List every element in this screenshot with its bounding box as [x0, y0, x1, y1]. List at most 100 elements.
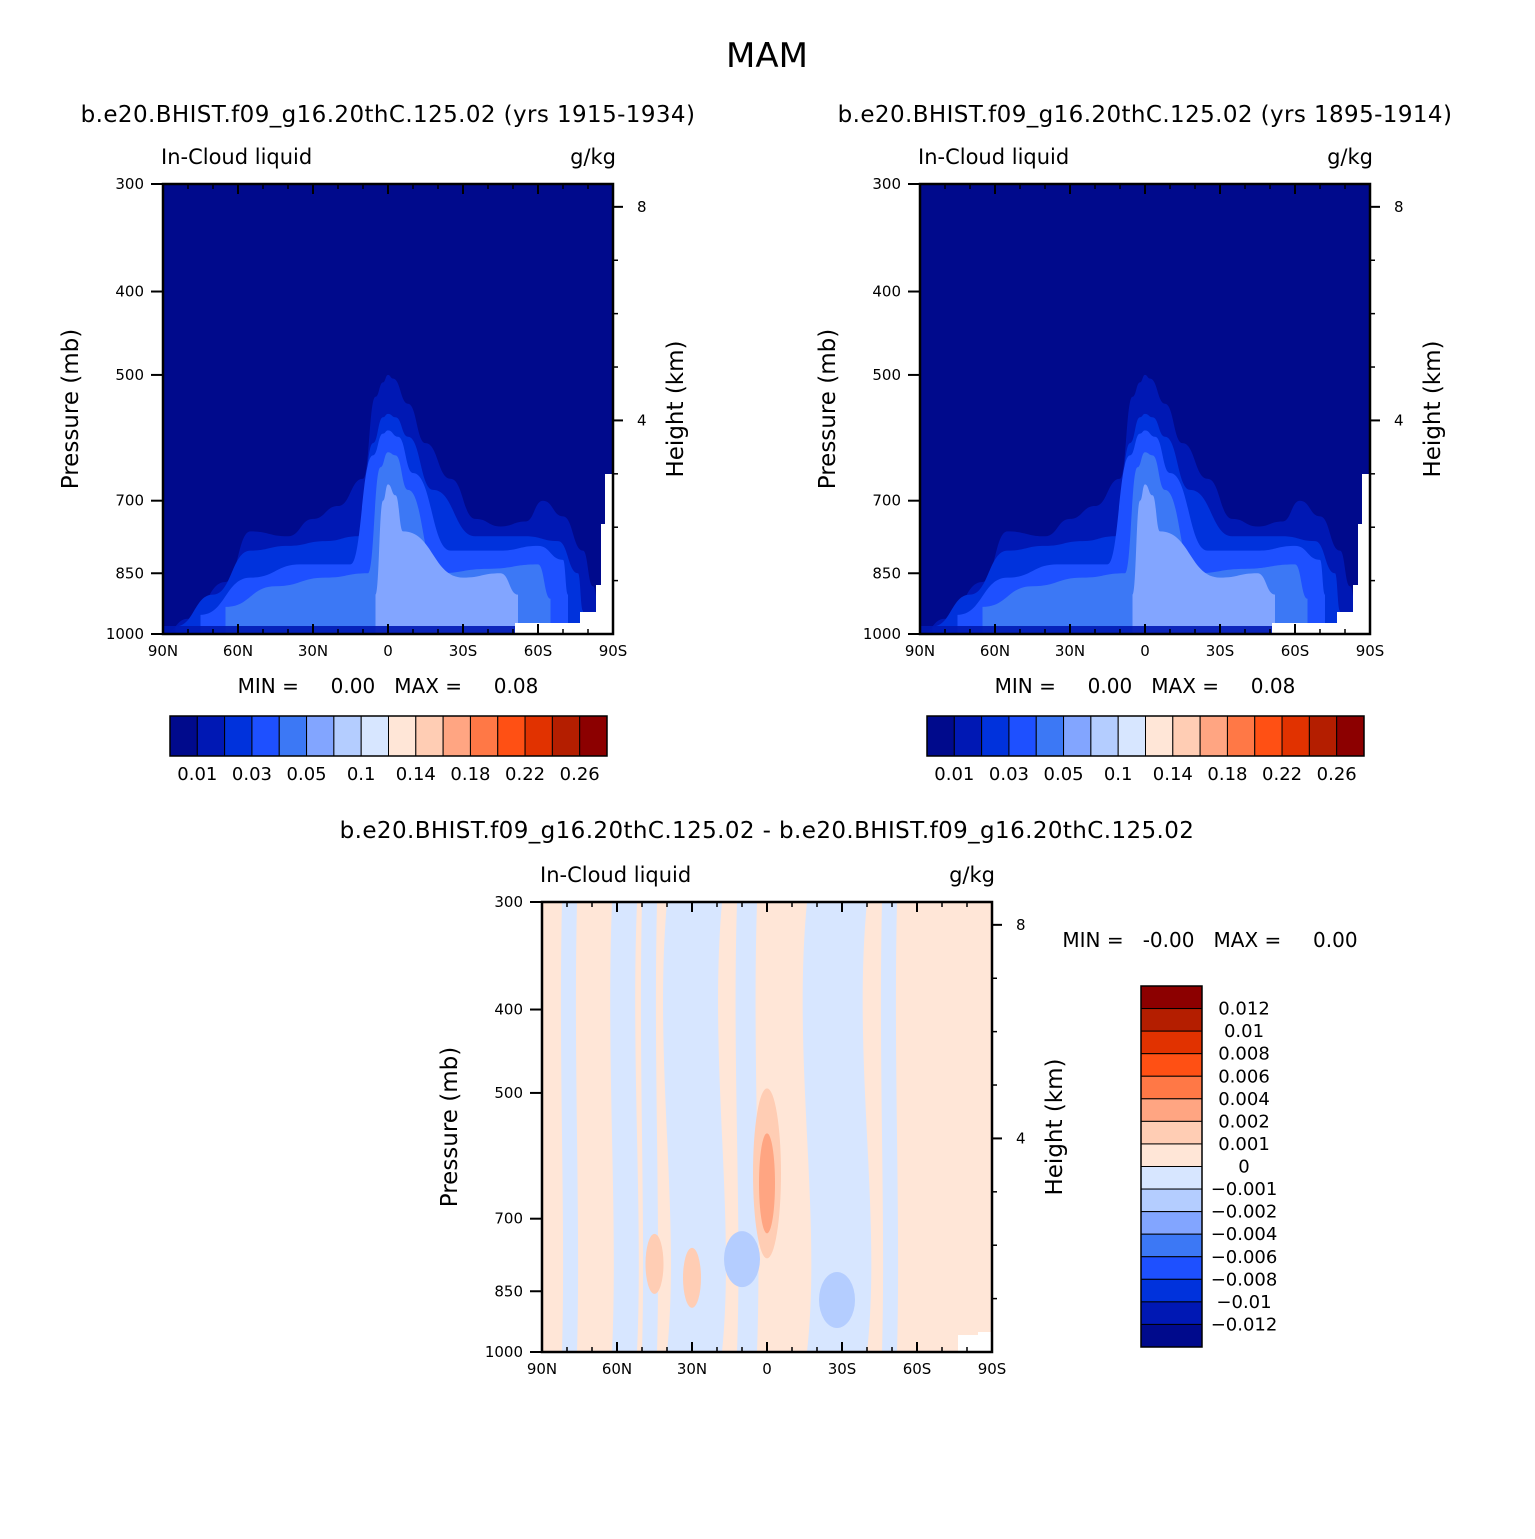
panel-diff-colorbar-box [1140, 1188, 1203, 1213]
panel-a-axes: 90N 60N 30N 0 30S 60S 90S 300 400 500 700 850 1000 8 4 [106, 175, 647, 660]
panel-b-colorbar-label: 0.01 [934, 764, 974, 785]
panel-b-title: b.e20.BHIST.f09_g16.20thC.125.02 (yrs 18… [838, 102, 1453, 128]
panel-b-colorbar-label: 0.03 [989, 764, 1029, 785]
panel-b-x-tick-label: 60N [980, 642, 1010, 660]
panel-diff-x-tick-label: 90N [527, 1360, 557, 1378]
panel-diff-title: b.e20.BHIST.f09_g16.20thC.125.02 - b.e20… [340, 818, 1195, 844]
panel-diff-colorbar-label: 0.01 [1224, 1021, 1264, 1042]
panel-b-y2-tick-label: 8 [1394, 198, 1404, 216]
panel-diff-colorbar-label: −0.006 [1211, 1247, 1278, 1268]
panel-a-colorbar-box [388, 715, 417, 757]
panel-diff-y-tick-label: 700 [494, 1210, 523, 1228]
panel-diff-x-tick-label: 30N [677, 1360, 707, 1378]
panel-a-x-tick-label: 90S [599, 642, 628, 660]
panel-b-axes: 90N 60N 30N 0 30S 60S 90S 300 400 500 700 850 1000 8 4 [863, 175, 1404, 660]
panel-diff-colorbar-label: 0 [1238, 1157, 1249, 1178]
panel-diff-colorbar-frame [1140, 985, 1203, 1348]
panel-b-colorbar-box [1117, 715, 1146, 757]
panel-diff-colorbar-label: 0.002 [1218, 1111, 1270, 1132]
panel-diff-x-tick-label: 60S [903, 1360, 932, 1378]
panel-diff-colorbar: 0.0120.010.0080.0060.0040.0020.0010−0.00… [1140, 985, 1278, 1348]
panel-diff-colorbar-box [1140, 1166, 1203, 1190]
panel-a-colorbar-box [442, 715, 471, 757]
panel-a-colorbar-box [196, 715, 226, 757]
panel-diff-y2-tick-label: 4 [1016, 1129, 1026, 1147]
panel-diff-missing-data [958, 1332, 992, 1352]
panel-b-colorbar-box [1308, 715, 1338, 757]
panel-b-colorbar-label: 0.1 [1104, 764, 1133, 785]
panel-diff-colorbar-label: −0.01 [1216, 1292, 1271, 1313]
panel-b: b.e20.BHIST.f09_g16.20thC.125.02 (yrs 18… [815, 102, 1452, 785]
panel-diff-y-tick-label: 1000 [485, 1343, 523, 1361]
panel-a-y-tick-label: 1000 [106, 625, 144, 643]
panel-a-colorbar-box [551, 715, 581, 757]
panel-diff-colorbar-box [1140, 1075, 1203, 1100]
panel-b-colorbar-label: 0.22 [1262, 764, 1302, 785]
panel-b-colorbar-box [1172, 715, 1201, 757]
panel-diff-negative-region [610, 902, 639, 1352]
panel-a-colorbar-box [469, 715, 499, 757]
panel-a-colorbar-box [360, 715, 389, 757]
panel-b-x-tick-label: 0 [1140, 642, 1150, 660]
panel-b-colorbar-box [1199, 715, 1228, 757]
panel-diff-negative-region [560, 902, 579, 1352]
panel-diff-negative-region [880, 902, 899, 1352]
panel-diff-contours [560, 902, 899, 1352]
panel-a-colorbar-label: 0.18 [450, 764, 490, 785]
panel-a-x-tick-label: 60S [524, 642, 553, 660]
panel-b-y-axis-label: Pressure (mb) [815, 329, 841, 489]
panel-b-colorbar-label: 0.14 [1153, 764, 1193, 785]
panel-b-colorbar-box [981, 715, 1010, 757]
panel-diff-colorbar-label: −0.002 [1211, 1202, 1278, 1223]
panel-a-colorbar-box [251, 715, 280, 757]
panel-b-colorbar-box [1254, 715, 1283, 757]
panel-b-colorbar-box [1226, 715, 1256, 757]
panel-a-colorbar-label: 0.1 [347, 764, 376, 785]
panel-diff-colorbar-box [1140, 1143, 1203, 1167]
panel-b-y2-tick-label: 4 [1394, 411, 1404, 429]
figure-title: MAM [726, 36, 808, 76]
panel-a-colorbar-box [524, 715, 553, 757]
panel-b-min-max: MIN = 0.00 MAX = 0.08 [995, 674, 1296, 698]
panel-a-y2-axis-label: Height (km) [663, 340, 689, 477]
panel-b-y-tick-label: 400 [872, 283, 901, 301]
panel-a-plot-area [163, 184, 613, 634]
panel-b-colorbar-label: 0.26 [1317, 764, 1357, 785]
panel-a-y2-tick-label: 4 [637, 411, 647, 429]
panel-b-x-tick-label: 30N [1055, 642, 1085, 660]
panel-b-units-label: g/kg [1327, 145, 1373, 169]
panel-a-colorbar-frame [169, 715, 608, 757]
panel-b-colorbar-box [1090, 715, 1119, 757]
panel-diff-units-label: g/kg [949, 863, 995, 887]
panel-b-y-tick-label: 850 [872, 564, 901, 582]
panel-b-plot-area [920, 184, 1370, 634]
panel-diff-negative-minimum [819, 1271, 855, 1328]
panel-diff-colorbar-box [1140, 1008, 1203, 1032]
panel-a-colorbar-label: 0.03 [232, 764, 272, 785]
panel-diff-y-tick-label: 300 [494, 893, 523, 911]
panel-diff-min-max: MIN = -0.00 MAX = 0.00 [1062, 928, 1357, 952]
panel-a-y-tick-label: 850 [115, 564, 144, 582]
panel-b-contour-0_08 [1132, 484, 1275, 634]
panel-b-colorbar-box [1008, 715, 1037, 757]
panel-b-colorbar-box [1145, 715, 1174, 757]
panel-diff-colorbar-box [1140, 1233, 1203, 1258]
panel-a-colorbar-box [224, 715, 253, 757]
panel-b-colorbar-frame [926, 715, 1365, 757]
panel-diff: b.e20.BHIST.f09_g16.20thC.125.02 - b.e20… [340, 818, 1358, 1378]
panel-b-missing-data [1272, 474, 1370, 634]
panel-diff-positive-maximum [683, 1247, 701, 1308]
panel-a-left-label: In-Cloud liquid [161, 145, 312, 169]
panel-b-colorbar-box [953, 715, 983, 757]
panel-diff-negative-region [663, 902, 726, 1352]
panel-a-colorbar-box [169, 715, 198, 757]
panel-a-colorbar-box [333, 715, 362, 757]
panel-a-colorbar-box [415, 715, 444, 757]
panel-diff-colorbar-box [1140, 1301, 1203, 1325]
panel-a-y-tick-label: 500 [115, 366, 144, 384]
panel-diff-colorbar-box [1140, 985, 1203, 1010]
panel-diff-y-tick-label: 500 [494, 1084, 523, 1102]
panel-diff-negative-region [802, 902, 872, 1352]
panel-b-colorbar-label: 0.18 [1207, 764, 1247, 785]
